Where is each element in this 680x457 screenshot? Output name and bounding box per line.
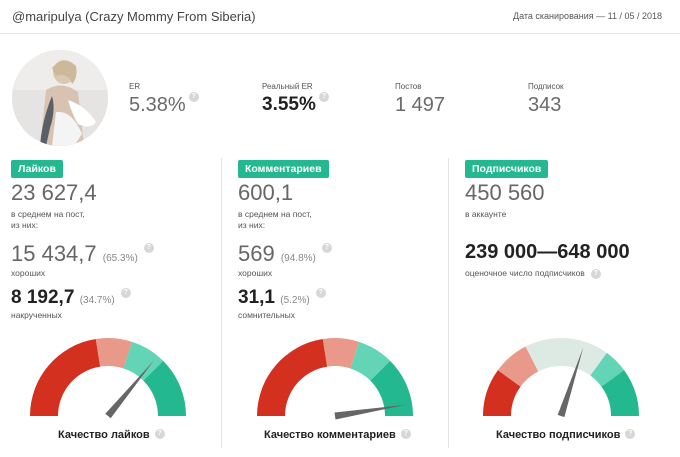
followers-gauge-needle — [557, 347, 584, 418]
likes-gauge-band-0 — [30, 338, 101, 416]
followers-estimate-caption-text: оценочное число подписчиков — [465, 268, 585, 278]
help-icon[interactable]: ? — [590, 268, 601, 279]
stat-er: ER 5.38%? — [129, 82, 199, 117]
page-header: @maripulya (Crazy Mommy From Siberia) Да… — [0, 0, 680, 34]
comments-quality-label: Качество комментариев? — [264, 429, 411, 441]
likes-total: 23 627,4 — [11, 180, 97, 205]
avatar-photo — [12, 50, 108, 146]
avatar — [12, 50, 108, 146]
comments-total-caption-1: в среднем на пост, — [238, 209, 312, 219]
likes-bad-caption: накрученных — [11, 310, 62, 320]
stat-posts-label: Постов — [395, 82, 422, 91]
comments-good: 569 (94.8%)? — [238, 243, 332, 265]
followers-quality-gauge — [483, 338, 639, 418]
likes-column: Лайков 23 627,4 в среднем на пост, из ни… — [0, 158, 221, 448]
help-icon[interactable]: ? — [120, 288, 131, 298]
help-icon[interactable]: ? — [400, 429, 411, 439]
comments-good-caption: хороших — [238, 268, 273, 278]
comments-good-value: 569 — [238, 241, 275, 266]
comments-gauge-band-3 — [370, 360, 413, 416]
comments-gauge-band-1 — [322, 338, 360, 369]
likes-good-pct: (65.3%) — [102, 253, 138, 264]
help-icon[interactable]: ? — [321, 243, 332, 253]
likes-good-caption: хороших — [11, 268, 46, 278]
likes-gauge-band-2 — [123, 341, 164, 381]
likes-quality-label-text: Качество лайков — [58, 429, 150, 441]
comments-gauge-band-2 — [350, 341, 391, 381]
stat-er-label: ER — [129, 82, 141, 91]
followers-total: 450 560 — [465, 180, 545, 205]
stat-real-er-label: Реальный ER — [262, 82, 313, 91]
followers-gauge-band-2 — [525, 338, 607, 376]
likes-total-caption-2: из них: — [11, 220, 39, 230]
followers-estimate-caption: оценочное число подписчиков? — [465, 268, 601, 279]
likes-good-value: 15 434,7 — [11, 241, 97, 266]
stat-real-er-value: 3.55% — [262, 94, 316, 115]
comments-bad: 31,1 (5.2%)? — [238, 288, 326, 307]
help-icon[interactable]: ? — [188, 92, 199, 102]
stat-posts: Постов 1 497 — [395, 82, 445, 117]
help-icon[interactable]: ? — [143, 243, 154, 253]
comments-good-pct: (94.8%) — [280, 253, 316, 264]
comments-badge: Комментариев — [238, 160, 329, 178]
comments-column: Комментариев 600,1 в среднем на пост, из… — [221, 158, 448, 448]
likes-good: 15 434,7 (65.3%)? — [11, 243, 154, 265]
scan-date: Дата сканирования — 11 / 05 / 2018 — [512, 11, 662, 21]
likes-gauge-band-1 — [95, 338, 133, 369]
followers-quality-label-text: Качество подписчиков — [496, 429, 621, 441]
comments-quality-label-text: Качество комментариев — [264, 429, 396, 441]
followers-gauge-band-0 — [483, 370, 521, 416]
likes-total-caption-1: в среднем на пост, — [11, 209, 85, 219]
stat-following-value: 343 — [528, 94, 562, 116]
comments-bad-caption: сомнительных — [238, 310, 296, 320]
comments-quality-gauge — [257, 338, 413, 420]
likes-gauge-band-3 — [143, 360, 186, 416]
likes-bad-value: 8 192,7 — [11, 287, 75, 308]
comments-total-caption-2: из них: — [238, 220, 266, 230]
likes-gauge-needle — [105, 360, 154, 419]
comments-gauge-band-0 — [257, 338, 328, 416]
comments-total: 600,1 — [238, 180, 294, 205]
stat-posts-value: 1 497 — [395, 94, 446, 116]
help-icon[interactable]: ? — [318, 92, 329, 102]
stat-following-label: Подписок — [528, 82, 564, 91]
likes-badge: Лайков — [11, 160, 63, 178]
followers-estimate: 239 000—648 000 — [465, 241, 630, 263]
stat-er-value: 5.38% — [129, 94, 186, 116]
stat-following: Подписок 343 — [528, 82, 564, 117]
followers-total-caption: в аккаунте — [465, 209, 507, 219]
comments-gauge-needle — [334, 404, 407, 420]
stat-real-er: Реальный ER 3.55%? — [262, 82, 329, 116]
followers-gauge-band-1 — [497, 346, 539, 387]
likes-quality-gauge — [30, 338, 186, 419]
likes-bad-pct: (34.7%) — [79, 295, 115, 306]
help-icon[interactable]: ? — [154, 429, 165, 439]
followers-gauge-band-3 — [590, 352, 625, 387]
followers-gauge-band-4 — [601, 370, 639, 416]
comments-bad-value: 31,1 — [238, 287, 275, 308]
help-icon[interactable]: ? — [625, 429, 636, 439]
help-icon[interactable]: ? — [315, 288, 326, 298]
comments-bad-pct: (5.2%) — [280, 295, 310, 306]
followers-badge: Подписчиков — [465, 160, 549, 178]
account-title: @maripulya (Crazy Mommy From Siberia) — [12, 9, 256, 24]
followers-quality-label: Качество подписчиков? — [496, 429, 636, 441]
followers-column: Подписчиков 450 560 в аккаунте 239 000—6… — [448, 158, 680, 448]
likes-bad: 8 192,7 (34.7%)? — [11, 288, 131, 307]
likes-quality-label: Качество лайков? — [58, 429, 165, 441]
